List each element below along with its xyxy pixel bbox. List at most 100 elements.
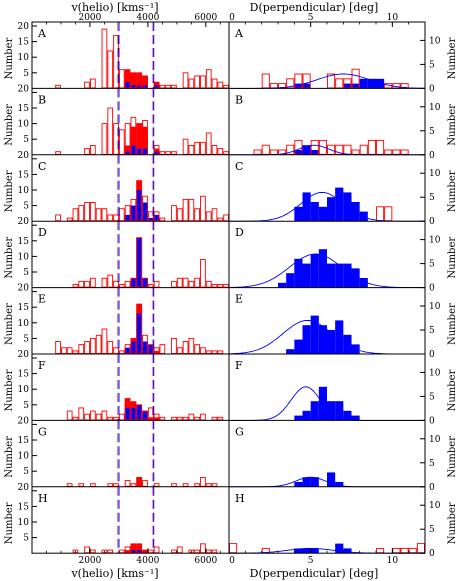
- distance-y-tick-label: 10: [429, 36, 441, 46]
- velocity-all-bar: [113, 214, 119, 222]
- distance-blue-bar: [286, 349, 295, 354]
- velocity-all-bar: [84, 81, 90, 89]
- velocity-all-bar: [55, 341, 61, 354]
- velocity-all-bar: [72, 208, 79, 222]
- velocity-all-bar: [55, 214, 61, 222]
- velocity-all-bar: [188, 280, 195, 288]
- velocity-blue-bar: [130, 145, 137, 155]
- distance-blue-bar: [351, 202, 360, 222]
- velocity-y-axis-label: Number: [4, 104, 15, 146]
- velocity-all-bar: [171, 483, 177, 487]
- distance-blue-bar: [310, 401, 319, 421]
- distance-blue-bar: [327, 330, 336, 354]
- distance-blue-bar: [359, 278, 368, 288]
- distance-blue-bar: [327, 401, 336, 421]
- distance-y-tick-label: 0: [429, 284, 435, 294]
- velocity-blue-bar: [147, 344, 154, 354]
- velocity-all-bar: [72, 416, 79, 421]
- velocity-y-tick-label: 20: [18, 22, 30, 32]
- velocity-all-bar: [194, 416, 200, 421]
- distance-x-tick-label: 5: [308, 13, 314, 23]
- distance-blue-bar: [343, 410, 352, 421]
- velocity-all-bar: [78, 407, 85, 421]
- velocity-blue-bar: [142, 278, 148, 288]
- velocity-all-bar: [113, 280, 119, 288]
- distance-y-tick-label: 5: [429, 193, 435, 203]
- velocity-blue-bar: [124, 407, 131, 421]
- distance-blue-bar: [359, 78, 368, 89]
- velocity-all-bar: [89, 144, 96, 155]
- velocity-all-bar: [200, 543, 206, 554]
- velocity-all-bar: [61, 347, 67, 354]
- velocity-all-bar: [118, 69, 125, 89]
- distance-y-axis-label: Number: [447, 237, 458, 279]
- distance-y-tick-label: 0: [429, 350, 435, 360]
- velocity-y-axis-label: Number: [4, 303, 15, 345]
- velocity-all-bar: [188, 413, 195, 421]
- bottom-left-axis-label: v(helio) [kms⁻¹]: [70, 567, 158, 580]
- distance-y-tick-label: 0: [429, 151, 435, 161]
- distance-panel-letter: C: [235, 160, 243, 173]
- velocity-all-bar: [223, 214, 229, 222]
- distance-all-bar: [261, 144, 270, 155]
- distance-y-axis-label: Number: [447, 369, 458, 411]
- distance-all-bar: [408, 547, 417, 554]
- velocity-all-bar: [101, 410, 108, 421]
- velocity-blue-bar: [124, 214, 131, 222]
- distance-all-bar: [335, 78, 344, 89]
- velocity-all-bar: [118, 549, 125, 554]
- distance-all-bar: [400, 547, 409, 554]
- velocity-y-tick-label: 5: [23, 334, 29, 344]
- distance-y-tick-label: 10: [429, 302, 441, 312]
- velocity-all-bar: [182, 416, 189, 421]
- velocity-all-bar: [107, 549, 114, 554]
- distance-blue-bar: [302, 548, 311, 554]
- velocity-all-bar: [194, 344, 200, 354]
- distance-panel-letter: B: [235, 93, 243, 106]
- distance-all-bar: [367, 139, 376, 155]
- velocity-all-bar: [107, 107, 114, 155]
- distance-y-tick-label: 0: [429, 483, 435, 493]
- velocity-y-tick-label: 10: [18, 319, 30, 329]
- distance-x-tick-label: 5: [308, 556, 314, 566]
- velocity-all-bar: [84, 148, 90, 155]
- velocity-all-bar: [130, 483, 137, 487]
- velocity-red-bar: [142, 550, 148, 554]
- velocity-blue-bar: [142, 148, 148, 155]
- velocity-all-bar: [159, 217, 166, 222]
- distance-y-axis-label: Number: [447, 170, 458, 212]
- distance-all-bar: [376, 139, 385, 155]
- velocity-all-bar: [95, 413, 102, 421]
- velocity-y-tick-label: 10: [18, 120, 30, 130]
- velocity-panel-letter: D: [38, 226, 47, 239]
- velocity-blue-bar: [136, 550, 143, 554]
- distance-panel-letter: D: [235, 226, 244, 239]
- distance-blue-bar: [335, 543, 344, 554]
- velocity-y-tick-label: 20: [18, 416, 30, 426]
- distance-blue-bar: [367, 78, 376, 89]
- velocity-blue-bar: [136, 148, 143, 155]
- velocity-x-tick-label: 4000: [136, 556, 159, 566]
- velocity-all-bar: [89, 549, 96, 554]
- distance-all-bar: [384, 149, 393, 155]
- velocity-all-bar: [89, 277, 96, 288]
- velocity-all-bar: [223, 151, 229, 155]
- distance-blue-bar: [335, 263, 344, 288]
- velocity-y-tick-label: 20: [18, 151, 30, 161]
- velocity-all-bar: [84, 546, 90, 554]
- distance-blue-bar: [343, 334, 352, 354]
- distance-all-bar: [294, 139, 303, 155]
- velocity-y-axis-label: Number: [4, 502, 15, 544]
- velocity-all-bar: [89, 202, 96, 222]
- velocity-red-bar: [136, 123, 143, 155]
- distance-y-axis-label: Number: [447, 436, 458, 478]
- velocity-all-bar: [113, 123, 119, 155]
- distance-blue-bar: [376, 78, 385, 89]
- velocity-y-tick-label: 20: [18, 217, 30, 227]
- velocity-blue-bar: [130, 85, 137, 89]
- distance-blue-bar: [351, 83, 360, 89]
- distance-blue-bar: [294, 206, 303, 222]
- velocity-all-bar: [182, 341, 189, 354]
- distance-all-bar: [229, 543, 238, 554]
- velocity-all-bar: [113, 416, 119, 421]
